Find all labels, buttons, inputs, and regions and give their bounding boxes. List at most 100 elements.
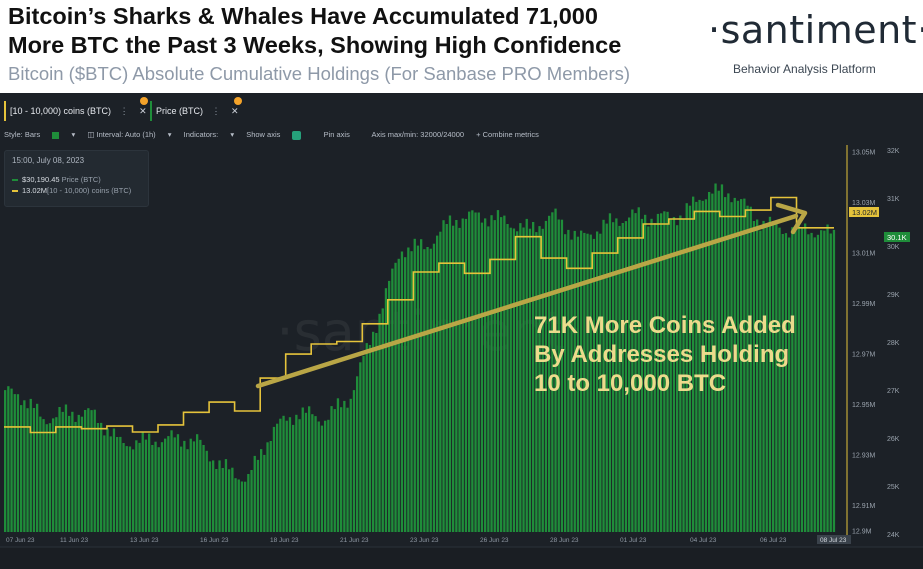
price-bar — [176, 434, 180, 532]
price-bar — [784, 233, 788, 532]
price-bar — [205, 450, 208, 532]
price-bar — [672, 217, 676, 532]
price-bar — [55, 417, 58, 532]
left-axis-ticks: 13.05M 13.03M 13.01M 12.99M 12.97M 12.95M 12.9… — [852, 150, 876, 536]
price-bar — [45, 424, 48, 532]
style-select[interactable]: Style: Bars — [4, 130, 41, 139]
price-bar — [100, 422, 103, 532]
price-bar — [349, 398, 352, 532]
price-bar — [464, 218, 468, 532]
price-bar — [519, 223, 522, 532]
price-bar — [749, 206, 752, 532]
current-holdings-value: 13.02M — [852, 208, 877, 217]
navigator-strip[interactable] — [0, 547, 923, 569]
indicators-select[interactable]: Indicators: ▾ — [183, 130, 235, 139]
left-axis-tick: 12.95M — [852, 402, 876, 409]
price-bar — [442, 220, 445, 532]
price-bar — [477, 212, 480, 532]
chip-color-bar — [150, 101, 152, 121]
tooltip-holdings-row: 13.02M[10 - 10,000) coins (BTC) — [12, 186, 131, 195]
show-axis-label: Show axis — [246, 130, 281, 139]
price-bar — [208, 461, 212, 532]
price-bar — [359, 362, 362, 532]
price-bar — [362, 355, 365, 532]
price-bar — [429, 248, 432, 532]
left-axis-tick: 12.9M — [852, 529, 872, 536]
price-bar — [132, 449, 135, 532]
color-select[interactable]: ▾ — [52, 130, 75, 139]
left-axis-tick: 13.01M — [852, 251, 876, 258]
price-bar — [160, 442, 164, 532]
price-bar — [820, 230, 823, 532]
x-axis-tick: 23 Jun 23 — [410, 537, 439, 544]
price-bar — [183, 440, 186, 532]
annotation: 71K More Coins Added By Addresses Holdin… — [534, 312, 796, 397]
price-bar — [826, 224, 829, 532]
price-bar — [122, 443, 125, 532]
price-bar — [253, 455, 256, 532]
price-bar — [698, 199, 701, 532]
price-bar — [695, 201, 698, 532]
price-bar — [250, 470, 253, 532]
x-axis-tick: 18 Jun 23 — [270, 537, 299, 544]
current-holdings-bg — [849, 207, 879, 217]
interval-select[interactable]: ◫ Interval: Auto (1h) ▾ — [87, 130, 172, 139]
pro-badge-icon — [234, 97, 242, 105]
left-axis-tick: 12.97M — [852, 352, 876, 359]
price-bar — [640, 218, 644, 532]
x-axis-tick: 16 Jun 23 — [200, 537, 229, 544]
price-bar — [493, 220, 496, 532]
right-axis-tick: 29K — [887, 292, 900, 299]
price-bar — [20, 405, 23, 532]
price-bar — [77, 414, 80, 532]
price-bar — [420, 239, 423, 532]
price-bar — [391, 268, 394, 532]
price-bar — [170, 430, 173, 532]
price-bar — [669, 218, 672, 532]
combine-metrics-label: Combine metrics — [482, 130, 539, 139]
price-bar — [624, 221, 628, 532]
axis-maxmin-button[interactable]: Axis max/min: 32000/24000 — [371, 130, 465, 139]
checkbox-checked-icon[interactable] — [292, 130, 302, 140]
more-icon[interactable]: ⋮ — [119, 106, 129, 116]
price-bar — [676, 225, 679, 532]
price-bar — [224, 459, 228, 532]
price-bar — [468, 211, 471, 532]
price-bar — [535, 232, 538, 532]
price-bar — [765, 225, 768, 532]
price-bar — [333, 409, 336, 532]
pin-axis-toggle[interactable]: Pin axis — [324, 130, 360, 139]
price-bar — [413, 238, 416, 533]
price-bar — [135, 440, 138, 532]
price-bar — [554, 208, 557, 532]
left-axis-tick: 13.03M — [852, 200, 876, 207]
price-bar — [730, 202, 733, 532]
metric-chip-holdings[interactable]: [10 - 10,000) coins (BTC) ⋮ ✕ — [4, 97, 150, 121]
price-bar — [336, 398, 340, 532]
brand-logo: ·santiment· — [708, 8, 923, 52]
price-bar — [628, 217, 631, 532]
combine-metrics-button[interactable]: + Combine metrics — [476, 130, 539, 139]
more-icon[interactable]: ⋮ — [211, 106, 221, 116]
price-bar — [343, 400, 346, 532]
price-bar — [503, 215, 506, 532]
metric-chip-price[interactable]: Price (BTC) ⋮ ✕ — [150, 97, 244, 121]
price-bar — [26, 408, 29, 532]
price-bar — [599, 233, 602, 532]
price-bar — [346, 407, 349, 532]
price-bar — [650, 218, 653, 533]
price-bar — [212, 460, 215, 532]
x-axis-tick: 07 Jun 23 — [6, 537, 35, 544]
left-axis-tick: 12.99M — [852, 301, 876, 308]
price-bar — [16, 394, 20, 532]
tooltip-holdings-label: [10 - 10,000) coins (BTC) — [47, 186, 132, 195]
price-bar — [282, 415, 285, 532]
close-icon[interactable]: ✕ — [139, 106, 147, 116]
close-icon[interactable]: ✕ — [231, 106, 239, 116]
price-bar — [154, 441, 157, 532]
price-bar — [778, 227, 781, 532]
current-price-bg — [884, 232, 910, 242]
show-axis-toggle[interactable]: Show axis — [246, 130, 311, 140]
price-bar — [445, 224, 448, 532]
price-bar — [269, 441, 272, 532]
